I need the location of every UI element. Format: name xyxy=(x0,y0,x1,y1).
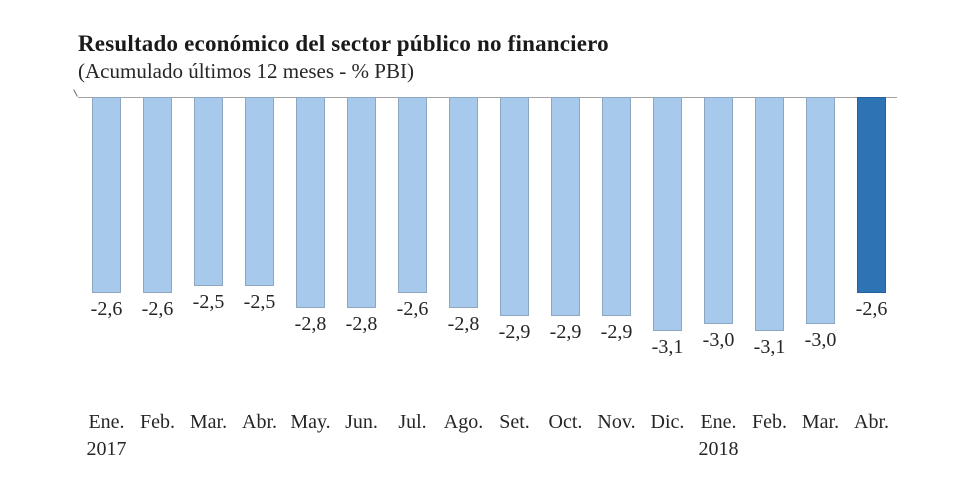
bar xyxy=(347,97,376,308)
x-axis-month-label: Mar. xyxy=(801,411,840,433)
chart-title: Resultado económico del sector público n… xyxy=(78,31,609,56)
x-axis-month-label: Dic. xyxy=(650,411,685,433)
x-axis-month-label: Jun. xyxy=(345,411,378,433)
bar xyxy=(92,97,121,293)
bar xyxy=(806,97,835,324)
axis-end-tick xyxy=(73,89,78,97)
bar xyxy=(704,97,733,324)
bar-value-label: -2,9 xyxy=(600,321,633,343)
bar xyxy=(449,97,478,308)
bar-value-label: -2,6 xyxy=(855,298,888,320)
bar xyxy=(755,97,784,331)
plot-area: -2,6 Ene. -2,6 Feb. -2,5 Mar. -2,5 Abr. -2,8 May.… xyxy=(73,89,898,477)
bar xyxy=(245,97,274,286)
x-axis-year-label: 2018 xyxy=(698,438,739,460)
x-axis-year-label: 2017 xyxy=(86,438,127,460)
bar-value-label: -2,6 xyxy=(396,298,429,320)
x-axis-month-label: Oct. xyxy=(548,411,583,433)
bar-value-label: -2,5 xyxy=(192,291,225,313)
x-axis-month-label: Abr. xyxy=(242,411,277,433)
bar xyxy=(500,97,529,316)
x-axis-month-label: Ene. xyxy=(700,411,737,433)
bar-value-label: -2,8 xyxy=(345,313,378,335)
x-axis-month-label: Ene. xyxy=(88,411,125,433)
bar-value-label: -2,6 xyxy=(90,298,123,320)
zero-axis-line xyxy=(78,97,897,98)
bar-value-label: -3,1 xyxy=(651,336,684,358)
bar-value-label: -2,8 xyxy=(447,313,480,335)
bar-value-label: -2,8 xyxy=(294,313,327,335)
bar xyxy=(551,97,580,316)
chart-subtitle: (Acumulado últimos 12 meses - % PBI) xyxy=(78,59,414,83)
bar xyxy=(398,97,427,293)
bar-value-label: -2,5 xyxy=(243,291,276,313)
bar-value-label: -3,0 xyxy=(804,329,837,351)
x-axis-month-label: Ago. xyxy=(443,411,484,433)
bar xyxy=(602,97,631,316)
bar-value-label: -3,1 xyxy=(753,336,786,358)
bar xyxy=(296,97,325,308)
bar xyxy=(143,97,172,293)
bar-highlighted xyxy=(857,97,886,293)
bar xyxy=(194,97,223,286)
bar-value-label: -3,0 xyxy=(702,329,735,351)
bar xyxy=(653,97,682,331)
x-axis-month-label: Nov. xyxy=(597,411,636,433)
bar-value-label: -2,6 xyxy=(141,298,174,320)
x-axis-month-label: Feb. xyxy=(140,411,175,433)
x-axis-month-label: Abr. xyxy=(854,411,889,433)
x-axis-month-label: Jul. xyxy=(398,411,427,433)
x-axis-month-label: Feb. xyxy=(752,411,787,433)
bar-value-label: -2,9 xyxy=(498,321,531,343)
x-axis-month-label: May. xyxy=(290,411,331,433)
x-axis-month-label: Mar. xyxy=(189,411,228,433)
bar-value-label: -2,9 xyxy=(549,321,582,343)
x-axis-month-label: Set. xyxy=(499,411,530,433)
